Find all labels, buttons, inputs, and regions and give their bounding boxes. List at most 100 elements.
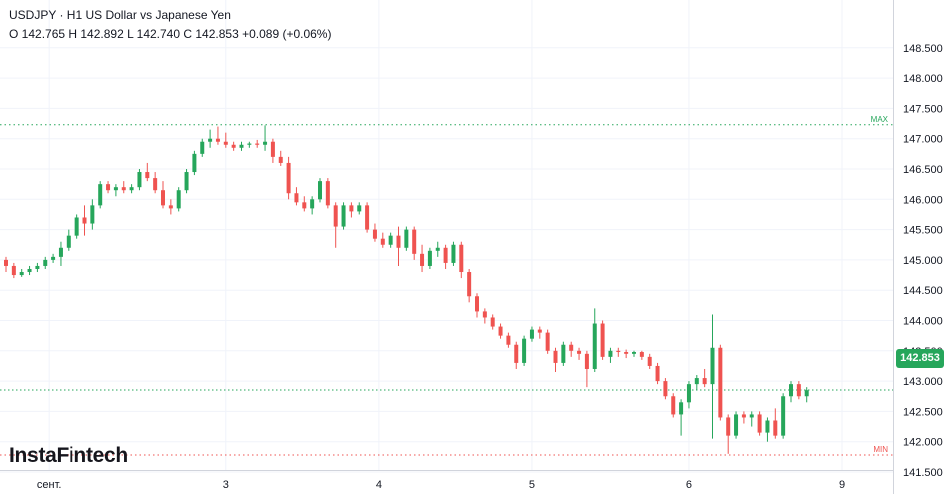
x-tick-label: сент. xyxy=(37,479,62,491)
y-tick-label: 146.000 xyxy=(903,194,943,206)
candle xyxy=(726,414,731,454)
candle xyxy=(208,129,213,148)
candle-body xyxy=(718,347,723,418)
candle xyxy=(671,393,676,418)
candle xyxy=(27,265,32,276)
candle-body xyxy=(529,329,534,339)
candle xyxy=(215,126,220,145)
candle-body xyxy=(514,344,519,363)
candle-body xyxy=(710,347,715,385)
candle xyxy=(616,347,621,357)
candle xyxy=(569,341,574,357)
candle-body xyxy=(255,143,260,145)
candle-body xyxy=(490,317,495,327)
candle xyxy=(482,308,487,324)
candle xyxy=(734,411,739,439)
candle-body xyxy=(412,229,417,254)
candle xyxy=(592,308,597,373)
candle-body xyxy=(773,420,778,436)
candle-body xyxy=(726,417,731,436)
candle xyxy=(74,214,79,239)
candle xyxy=(121,181,126,194)
candle-body xyxy=(600,323,605,357)
candle xyxy=(655,362,660,385)
y-tick-label: 141.500 xyxy=(903,467,943,479)
candle-body xyxy=(215,138,220,142)
candle xyxy=(341,202,346,230)
candle-body xyxy=(569,344,574,351)
candle xyxy=(270,138,275,163)
candle-body xyxy=(372,229,377,239)
candle xyxy=(545,329,550,354)
candle-body xyxy=(74,217,79,236)
candle xyxy=(137,169,142,191)
candle-body xyxy=(208,138,213,142)
candle-body xyxy=(632,352,636,354)
candle-body xyxy=(310,199,315,209)
candle-body xyxy=(498,326,503,336)
candle-body xyxy=(765,420,770,433)
candle-body xyxy=(286,162,291,194)
candle-body xyxy=(82,217,87,224)
logo-part-3: ntech xyxy=(73,444,128,467)
candle-body xyxy=(231,144,236,148)
candle-body xyxy=(161,190,165,206)
y-tick-label: 142.500 xyxy=(903,406,943,418)
candle xyxy=(294,187,299,206)
candle-body xyxy=(420,253,425,266)
candle xyxy=(522,335,527,366)
candle-body xyxy=(4,259,8,266)
y-tick-label: 148.000 xyxy=(903,73,943,85)
candle-body xyxy=(302,202,307,209)
candle-body xyxy=(686,384,691,403)
candle xyxy=(435,241,440,257)
y-tick-label: 147.500 xyxy=(903,103,943,115)
chart-symbol-title: USDJPY · H1 US Dollar vs Japanese Yen xyxy=(9,8,231,22)
candle-body xyxy=(349,205,354,212)
y-tick-label: 145.000 xyxy=(903,255,943,267)
candle xyxy=(247,141,252,148)
candle-body xyxy=(66,235,71,248)
candle-body xyxy=(27,268,32,273)
candle xyxy=(318,178,322,203)
candle xyxy=(741,411,746,424)
candle-body xyxy=(804,390,809,397)
candle xyxy=(427,247,432,269)
candle xyxy=(129,184,134,194)
candle xyxy=(773,408,778,439)
y-tick-label: 145.500 xyxy=(903,225,943,237)
candle xyxy=(451,241,456,266)
candle xyxy=(694,375,699,391)
candle-body xyxy=(553,350,558,363)
candle-body xyxy=(380,238,385,245)
candle xyxy=(663,378,668,400)
candle-body xyxy=(561,344,566,363)
candle-body xyxy=(98,184,103,206)
candle xyxy=(153,172,158,194)
candle-body xyxy=(694,378,699,385)
candle-body xyxy=(145,172,150,179)
candle-body xyxy=(789,384,793,397)
candle xyxy=(231,141,236,151)
candle xyxy=(796,381,801,400)
candle-body xyxy=(43,259,48,266)
candle-body xyxy=(608,350,613,357)
candle-body xyxy=(671,396,676,415)
candle xyxy=(490,314,495,330)
candle xyxy=(561,341,566,366)
candle-body xyxy=(294,193,299,203)
candle xyxy=(11,262,16,279)
candle xyxy=(200,138,205,157)
candle-body xyxy=(176,190,181,209)
candle-body xyxy=(51,256,56,260)
y-tick-label: 146.500 xyxy=(903,164,943,176)
candle-body xyxy=(482,311,487,318)
candle xyxy=(710,314,715,439)
candle-body xyxy=(749,414,754,418)
candle xyxy=(757,411,762,436)
candle xyxy=(255,139,260,148)
candle xyxy=(380,232,385,248)
